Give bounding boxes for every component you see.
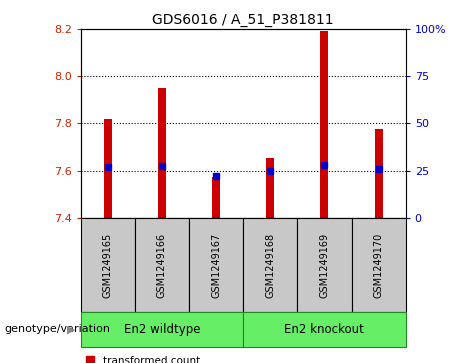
Text: GSM1249167: GSM1249167 (211, 232, 221, 298)
Title: GDS6016 / A_51_P381811: GDS6016 / A_51_P381811 (153, 13, 334, 26)
Bar (243, 218, 297, 312)
Bar (243, 312, 406, 347)
Bar (81, 312, 243, 347)
Bar (212, 176, 220, 218)
Bar (374, 129, 383, 218)
Text: GSM1249166: GSM1249166 (157, 232, 167, 298)
Bar (189, 218, 243, 312)
Bar (135, 218, 189, 312)
Bar (158, 88, 166, 218)
Bar (104, 119, 112, 218)
Text: GSM1249169: GSM1249169 (319, 232, 330, 298)
Text: GSM1249170: GSM1249170 (373, 232, 384, 298)
Bar (266, 158, 274, 218)
Bar (297, 218, 351, 312)
Bar (351, 218, 406, 312)
Legend: transformed count, percentile rank within the sample: transformed count, percentile rank withi… (86, 355, 278, 363)
Text: ▶: ▶ (67, 325, 76, 334)
Text: genotype/variation: genotype/variation (5, 325, 111, 334)
Bar (320, 32, 329, 218)
Bar (81, 218, 135, 312)
Text: GSM1249168: GSM1249168 (265, 232, 275, 298)
Text: En2 knockout: En2 knockout (284, 323, 364, 336)
Text: En2 wildtype: En2 wildtype (124, 323, 200, 336)
Text: GSM1249165: GSM1249165 (103, 232, 113, 298)
